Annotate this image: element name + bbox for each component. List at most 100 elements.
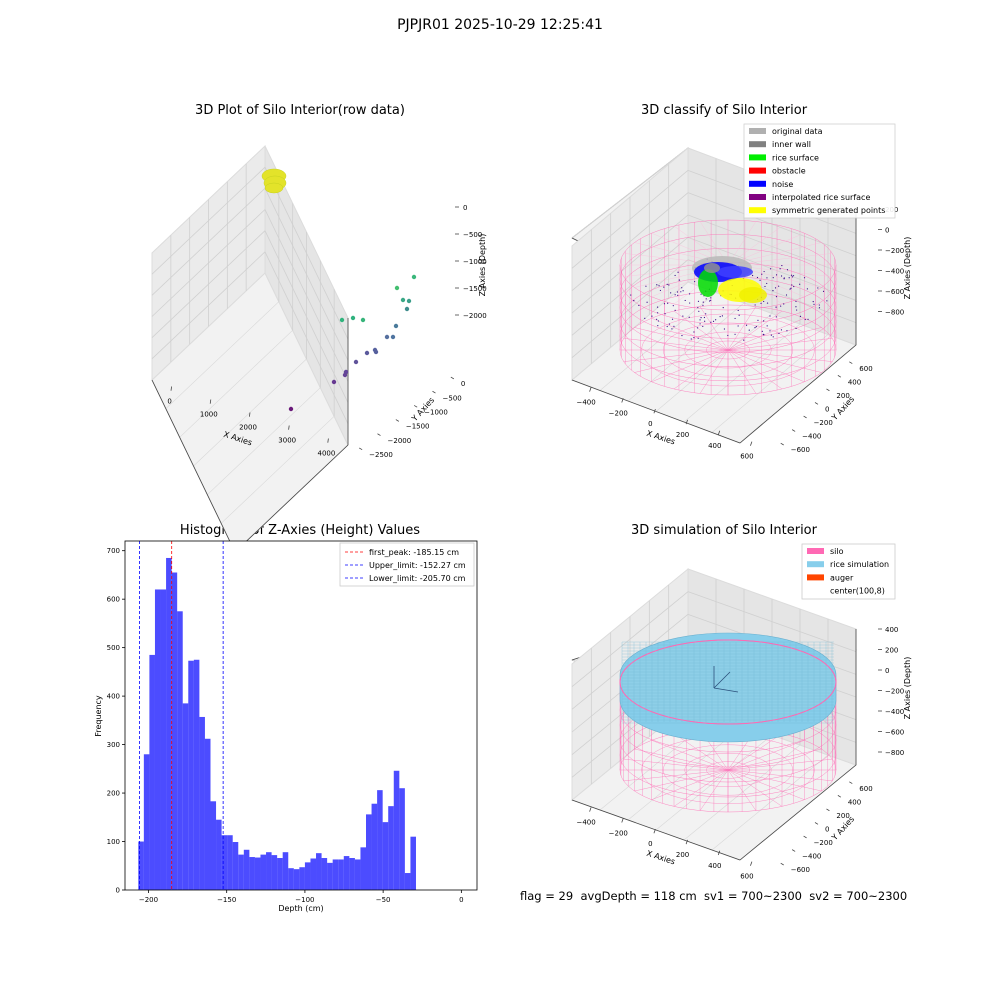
status-readout: flag = 29 avgDepth = 118 cm sv1 = 700~23… <box>520 889 907 903</box>
p1-y-tick <box>414 405 417 407</box>
p3-bar <box>349 858 355 890</box>
p2-interp-point <box>773 336 774 337</box>
p2-interp-point <box>734 334 735 335</box>
p2-legend-label: inner wall <box>772 140 811 149</box>
p4-z-tick-label: −600 <box>885 729 904 737</box>
p2-interp-point <box>772 290 773 291</box>
p2-x-tick <box>750 442 752 446</box>
p2-z-tick-label: −600 <box>885 288 904 296</box>
p2-interp-point <box>705 313 706 314</box>
p3-bar <box>216 820 222 890</box>
p3-bar <box>238 855 244 890</box>
p2-interp-point <box>664 303 665 304</box>
p2-interp-point <box>793 286 794 287</box>
p3-bar <box>399 788 405 890</box>
p4-x-tick-label: 0 <box>648 840 652 848</box>
p2-x-tick-label: 200 <box>676 431 689 439</box>
p4-x-tick-label: −400 <box>576 818 595 826</box>
p2-interp-point <box>805 319 806 320</box>
p2-legend-swatch <box>749 128 766 134</box>
p3-bar <box>394 771 400 890</box>
p1-data-point <box>412 275 416 279</box>
p2-interp-point <box>698 338 699 339</box>
p2-legend-label: symmetric generated points <box>772 206 885 215</box>
p2-legend-box <box>744 124 895 218</box>
p4-y-tick-label: 0 <box>825 826 829 834</box>
p3-bar <box>144 754 150 890</box>
p3-x-tick-label: −50 <box>376 896 391 904</box>
p3-bar <box>183 703 189 890</box>
p3-bar <box>294 869 300 890</box>
p3-bar <box>255 858 261 890</box>
p2-interp-point <box>657 325 658 326</box>
p3-x-tick-label: −100 <box>295 896 314 904</box>
p3-bar <box>410 837 416 890</box>
p1-data-point <box>354 360 358 364</box>
p2-interp-point <box>658 320 659 321</box>
p2-interp-point <box>698 311 699 312</box>
p2-interp-point <box>677 291 678 292</box>
p4-legend-label: silo <box>830 547 844 556</box>
p2-interp-point <box>699 323 700 324</box>
p2-x-tick-label: 0 <box>648 420 652 428</box>
p3-bar <box>277 858 283 890</box>
p3-bar <box>227 835 233 890</box>
p2-interp-point <box>685 300 686 301</box>
p2-interp-point <box>675 275 676 276</box>
p3-x-tick-label: −150 <box>217 896 236 904</box>
p2-interp-point <box>667 303 668 304</box>
p2-z-tick-label: −200 <box>885 247 904 255</box>
p2-interp-point <box>796 309 797 310</box>
p2-legend-label: obstacle <box>772 167 806 176</box>
p2-interp-point <box>667 326 668 327</box>
p1-data-point <box>395 286 399 290</box>
p1-x-tick-label: 4000 <box>317 450 335 458</box>
p1-data-point <box>394 324 398 328</box>
p2-point-cluster <box>698 269 718 297</box>
p2-y-tick <box>838 375 841 377</box>
p2-interp-point <box>681 287 682 288</box>
p2-interp-point <box>657 307 658 308</box>
p2-y-tick <box>826 389 829 391</box>
p2-point-cluster <box>717 266 753 278</box>
p2-interp-point <box>656 284 657 285</box>
p2-interp-point <box>791 284 792 285</box>
p2-interp-point <box>700 317 701 318</box>
p1-data-point <box>405 307 409 311</box>
p1-y-tick-label: −2500 <box>369 451 393 459</box>
p2-interp-point <box>813 304 814 305</box>
p4-y-tick <box>838 795 841 797</box>
p3-bar <box>299 867 305 890</box>
p2-interp-point <box>754 327 755 328</box>
p2-interp-point <box>710 300 711 301</box>
p2-interp-point <box>709 300 710 301</box>
p1-x-tick-label: 1000 <box>200 411 218 419</box>
p2-x-tick <box>590 387 592 391</box>
p2-interp-point <box>795 301 796 302</box>
p1-y-tick-label: −500 <box>443 394 462 402</box>
p3-y-tick-label: 200 <box>107 790 120 798</box>
p3-bar <box>166 558 172 890</box>
p1-x-tick-label: 3000 <box>278 437 296 445</box>
p2-point-cluster <box>739 287 767 303</box>
p2-interp-point <box>767 325 768 326</box>
p2-interp-point <box>813 301 814 302</box>
p3-y-tick-label: 700 <box>107 547 120 555</box>
p2-legend-swatch <box>749 154 766 160</box>
p2-interp-point <box>698 301 699 302</box>
p2-interp-point <box>723 307 724 308</box>
p2-interp-point <box>826 300 827 301</box>
p2-legend-swatch <box>749 141 766 147</box>
p3-legend: first_peak: -185.15 cmUpper_limit: -152.… <box>340 543 474 586</box>
p2-interp-point <box>775 287 776 288</box>
p3-bar <box>383 822 389 890</box>
p2-y-tick <box>815 403 818 405</box>
p2-interp-point <box>706 298 707 299</box>
p2-legend-swatch <box>749 181 766 187</box>
p2-interp-point <box>807 288 808 289</box>
p1-data-point <box>401 298 405 302</box>
p2-legend-swatch <box>749 207 766 213</box>
p2-interp-point <box>689 302 690 303</box>
p4-legend-swatch <box>807 588 824 594</box>
